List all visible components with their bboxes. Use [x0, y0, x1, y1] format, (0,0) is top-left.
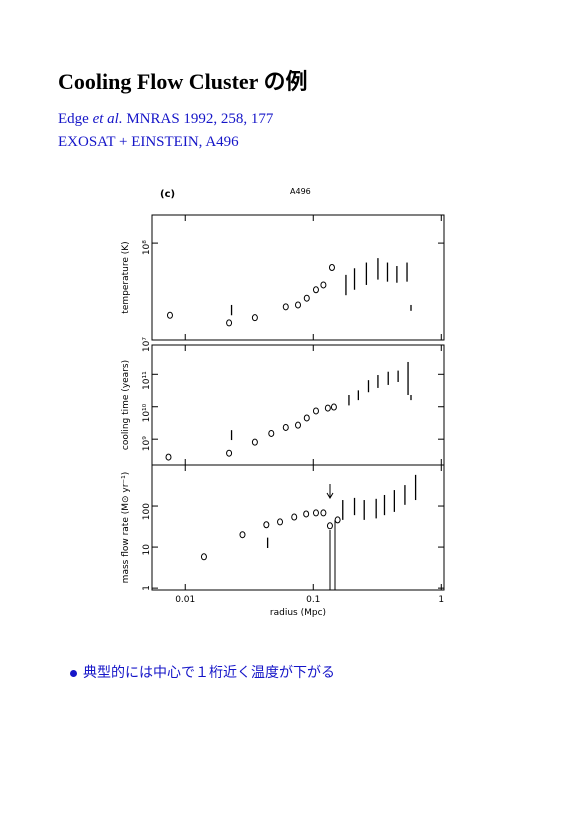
data-point	[282, 423, 289, 431]
y-tick-label: 10⁸	[142, 240, 152, 255]
y-tick-label: 1	[142, 585, 152, 591]
data-point	[239, 531, 246, 539]
data-point	[330, 403, 337, 411]
data-point	[326, 522, 333, 530]
data-point	[200, 553, 207, 561]
cluster-name: A496	[290, 187, 311, 196]
data-point	[303, 294, 310, 302]
y-tick-label: 10¹⁰	[142, 403, 152, 422]
data-point	[295, 421, 302, 429]
reference: Edge et al. MNRAS 1992, 258, 177	[58, 111, 273, 128]
data-point	[282, 303, 289, 311]
y-axis-label: cooling time (years)	[121, 360, 131, 450]
bullet-text: 典型的には中心で１桁近く温度が下がる	[83, 665, 335, 681]
data-point	[303, 414, 310, 422]
y-axis-label: temperature (K)	[121, 241, 131, 313]
data-point	[320, 281, 327, 289]
plot-frame	[151, 344, 445, 466]
data-point	[312, 509, 319, 517]
dataset: EXOSAT + EINSTEIN, A496	[58, 134, 239, 150]
y-axis-label: mass flow rate (M⊙ yr⁻¹)	[121, 472, 131, 584]
author: Edge	[58, 111, 89, 127]
data-point	[334, 516, 341, 524]
limit-lines	[329, 520, 336, 590]
y-tick-label: 100	[142, 503, 152, 520]
x-tick-label: 0.01	[175, 595, 195, 605]
data-point	[166, 311, 173, 319]
arrow	[326, 484, 334, 499]
data-point	[226, 449, 233, 457]
x-tick-label: 1	[438, 595, 444, 605]
data-point	[277, 518, 284, 526]
data-point	[251, 314, 258, 322]
panel-label: (c)	[160, 189, 175, 200]
data-point	[226, 319, 233, 327]
y-tick-label: 10⁹	[142, 436, 152, 451]
y-tick-label: 10	[142, 544, 152, 556]
bullet: 典型的には中心で１桁近く温度が下がる	[70, 662, 335, 682]
data-point	[320, 509, 327, 517]
x-tick-label: 0.1	[306, 595, 320, 605]
y-tick-label: 10¹¹	[142, 371, 152, 390]
x-axis-label: radius (Mpc)	[270, 608, 326, 618]
bullet-dot	[70, 669, 77, 677]
journal: MNRAS 1992, 258, 177	[126, 111, 274, 127]
data-point	[291, 513, 298, 521]
data-point	[303, 510, 310, 518]
data-point	[263, 521, 270, 529]
plot-frame	[151, 464, 445, 591]
data-point	[268, 429, 275, 437]
plot-frame	[151, 214, 445, 341]
data-point	[165, 453, 172, 461]
data-point	[295, 301, 302, 309]
slide-title: Cooling Flow Cluster の例	[58, 69, 308, 94]
et-al: et al.	[92, 111, 123, 127]
data-point	[251, 438, 258, 446]
data-point	[324, 404, 331, 412]
data-point	[312, 286, 319, 294]
data-point	[312, 407, 319, 415]
data-point	[328, 264, 335, 272]
y-tick-label: 10⁷	[142, 337, 152, 352]
